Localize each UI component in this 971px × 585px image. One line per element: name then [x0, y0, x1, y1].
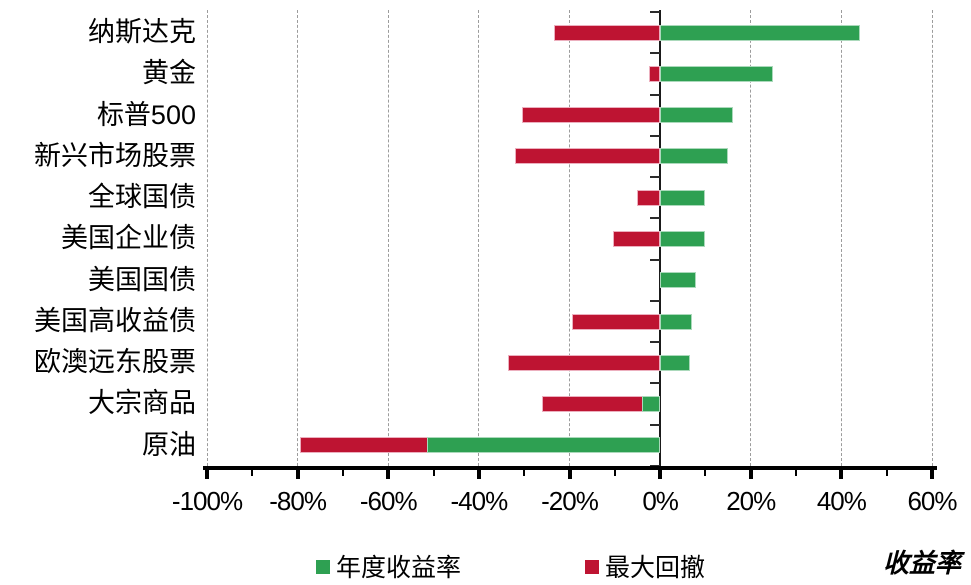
category-label-10: 原油 [142, 429, 196, 460]
x-minor-tick-30 [795, 470, 798, 476]
bar-annual-return-1 [660, 65, 774, 82]
bar-max-drawdown-4 [637, 189, 661, 206]
x-minor-tick--10 [613, 470, 616, 476]
bar-annual-return-0 [660, 24, 860, 41]
x-axis-line [203, 466, 937, 470]
x-tick-label-20: 20% [726, 486, 776, 516]
gridline--40 [478, 10, 480, 466]
x-tick-label-40: 40% [816, 486, 867, 516]
bar-max-drawdown-3 [515, 148, 661, 165]
bar-annual-return-10 [426, 437, 661, 454]
legend-swatch-annual-return [316, 560, 330, 574]
bar-max-drawdown-2 [521, 107, 661, 124]
x-major-tick--20 [567, 470, 572, 479]
category-label-3: 新兴市场股票 [34, 140, 196, 171]
bar-annual-return-6 [660, 272, 697, 289]
category-label-6: 美国国债 [88, 264, 196, 295]
category-label-2: 标普500 [96, 99, 196, 130]
legend-label-max-drawdown: 最大回撤 [605, 554, 706, 582]
legend: 年度收益率 最大回撤 [0, 554, 971, 585]
category-axis-tick [650, 217, 661, 220]
bar-max-drawdown-0 [553, 24, 661, 41]
bar-max-drawdown-5 [612, 231, 661, 247]
legend-label-annual-return: 年度收益率 [336, 554, 462, 582]
bar-max-drawdown-8 [508, 354, 661, 371]
x-major-tick-40 [839, 470, 844, 479]
category-axis-tick [650, 423, 661, 426]
category-axis-tick [650, 93, 661, 96]
x-major-tick--80 [295, 470, 300, 479]
x-tick-label-0: 0% [642, 486, 679, 516]
category-label-8: 欧澳远东股票 [34, 347, 196, 378]
x-major-tick-0 [658, 470, 663, 479]
category-axis-tick [650, 258, 661, 261]
bar-annual-return-4 [660, 189, 706, 206]
category-label-4: 全球国债 [88, 182, 196, 213]
x-tick-label--40: -40% [450, 486, 509, 516]
x-minor-tick--70 [341, 470, 344, 476]
x-major-tick--40 [476, 470, 481, 479]
category-axis-tick [650, 341, 661, 344]
bar-annual-return-5 [660, 231, 706, 247]
gridline-20 [750, 10, 752, 466]
x-minor-tick--90 [251, 470, 254, 476]
x-minor-tick-50 [885, 470, 888, 476]
x-tick-label--60: -60% [359, 486, 418, 516]
x-minor-tick--30 [523, 470, 526, 476]
category-label-5: 美国企业债 [61, 223, 196, 254]
category-label-9: 大宗商品 [88, 388, 196, 419]
gridline--20 [569, 10, 570, 466]
bar-annual-return-9 [642, 396, 661, 413]
x-tick-label-60: 60% [907, 486, 957, 516]
gridline--100 [206, 10, 208, 466]
bar-max-drawdown-1 [648, 65, 661, 82]
bar-annual-return-8 [660, 354, 690, 371]
bar-annual-return-2 [660, 107, 733, 124]
x-major-tick--100 [205, 470, 209, 479]
gridline--60 [387, 10, 389, 466]
category-axis-tick [650, 11, 661, 13]
gridline-40 [840, 10, 842, 466]
x-minor-tick--50 [432, 470, 435, 476]
category-axis-tick [650, 382, 661, 385]
x-axis-title: 收益率 [882, 548, 961, 578]
x-major-tick--60 [386, 470, 391, 479]
category-label-1: 黄金 [142, 58, 196, 89]
gridline-60 [931, 10, 933, 466]
x-tick-label--80: -80% [269, 486, 327, 516]
bar-annual-return-3 [660, 148, 729, 165]
category-label-7: 美国高收益债 [34, 305, 196, 336]
legend-swatch-max-drawdown [585, 560, 599, 574]
x-minor-tick-10 [704, 470, 707, 476]
category-axis-tick [650, 299, 661, 302]
x-major-tick-60 [930, 470, 934, 479]
category-axis-tick [650, 176, 661, 179]
x-tick-label--20: -20% [541, 486, 599, 516]
x-major-tick-20 [748, 470, 753, 479]
category-axis-tick [650, 52, 661, 55]
x-tick-label--100: -100% [171, 486, 243, 516]
bar-max-drawdown-7 [571, 313, 661, 330]
bar-annual-return-7 [660, 313, 692, 330]
category-axis-tick [650, 134, 661, 137]
category-label-0: 纳斯达克 [88, 17, 196, 47]
gridline--80 [297, 10, 299, 466]
